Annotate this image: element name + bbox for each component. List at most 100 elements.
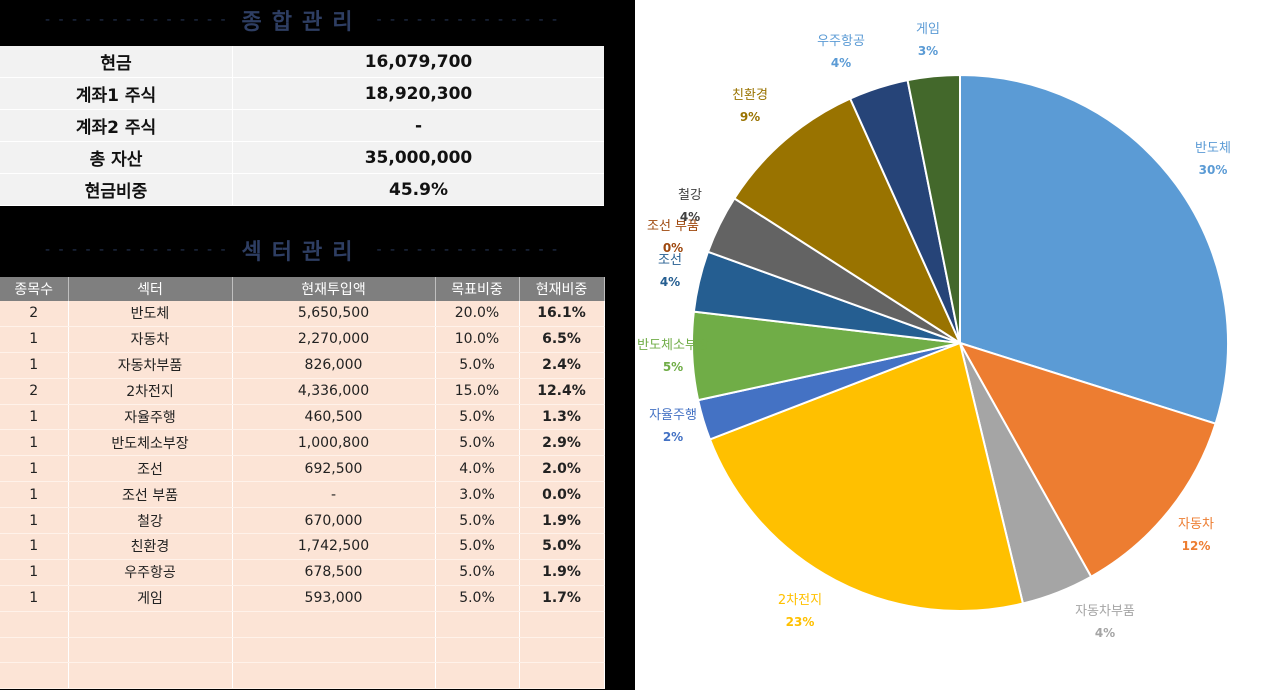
empty-cell[interactable]: [68, 637, 233, 664]
sector-name-cell[interactable]: 게임: [68, 585, 233, 612]
empty-cell[interactable]: [519, 611, 605, 638]
invested-cell[interactable]: 678,500: [232, 559, 436, 586]
sector-name-cell[interactable]: 2차전지: [68, 378, 233, 405]
invested-cell[interactable]: 1,742,500: [232, 533, 436, 560]
invested-cell[interactable]: 826,000: [232, 352, 436, 379]
current-ratio-cell[interactable]: 2.0%: [519, 455, 605, 483]
invested-cell[interactable]: 593,000: [232, 585, 436, 612]
count-cell[interactable]: 1: [0, 559, 69, 586]
summary-value[interactable]: 45.9%: [232, 173, 604, 206]
target-ratio-cell[interactable]: 5.0%: [435, 352, 520, 379]
sector-name-cell[interactable]: 자율주행: [68, 404, 233, 431]
column-header[interactable]: 목표비중: [435, 277, 520, 301]
sector-name-cell[interactable]: 반도체: [68, 301, 233, 327]
column-header[interactable]: 현재비중: [519, 277, 605, 301]
invested-cell[interactable]: -: [232, 481, 436, 509]
current-ratio-cell[interactable]: 0.0%: [519, 481, 605, 509]
slice-category-label: 친환경: [732, 88, 768, 103]
summary-label[interactable]: 현금: [0, 46, 233, 78]
target-ratio-cell[interactable]: 5.0%: [435, 559, 520, 586]
column-header[interactable]: 섹터: [68, 277, 233, 301]
summary-label[interactable]: 계좌2 주식: [0, 109, 233, 142]
count-cell[interactable]: 1: [0, 429, 69, 457]
summary-label[interactable]: 총 자산: [0, 141, 233, 174]
slice-category-label: 조선 부품: [647, 219, 699, 234]
sector-name-cell[interactable]: 반도체소부장: [68, 429, 233, 457]
invested-cell[interactable]: 4,336,000: [232, 378, 436, 405]
current-ratio-cell[interactable]: 1.9%: [519, 507, 605, 535]
sector-name-cell[interactable]: 철강: [68, 507, 233, 535]
empty-cell[interactable]: [68, 662, 233, 690]
column-header[interactable]: 종목수: [0, 277, 69, 301]
target-ratio-cell[interactable]: 3.0%: [435, 481, 520, 509]
slice-category-label: 자동차부품: [1075, 604, 1135, 619]
empty-cell[interactable]: [435, 611, 520, 638]
count-cell[interactable]: 1: [0, 507, 69, 535]
count-cell[interactable]: 1: [0, 585, 69, 612]
target-ratio-cell[interactable]: 5.0%: [435, 404, 520, 431]
count-cell[interactable]: 1: [0, 404, 69, 431]
target-ratio-cell[interactable]: 20.0%: [435, 301, 520, 327]
current-ratio-cell[interactable]: 16.1%: [519, 301, 605, 327]
empty-cell[interactable]: [0, 662, 69, 690]
sector-name-cell[interactable]: 조선 부품: [68, 481, 233, 509]
sector-name-cell[interactable]: 조선: [68, 455, 233, 483]
current-ratio-cell[interactable]: 2.4%: [519, 352, 605, 379]
empty-cell[interactable]: [0, 611, 69, 638]
empty-cell[interactable]: [232, 611, 436, 638]
empty-cell[interactable]: [68, 611, 233, 638]
current-ratio-cell[interactable]: 5.0%: [519, 533, 605, 560]
invested-cell[interactable]: 1,000,800: [232, 429, 436, 457]
current-ratio-cell[interactable]: 12.4%: [519, 378, 605, 405]
invested-cell[interactable]: 2,270,000: [232, 326, 436, 353]
target-ratio-cell[interactable]: 5.0%: [435, 429, 520, 457]
current-ratio-cell[interactable]: 1.9%: [519, 559, 605, 586]
target-ratio-cell[interactable]: 15.0%: [435, 378, 520, 405]
current-ratio-cell[interactable]: 1.3%: [519, 404, 605, 431]
count-cell[interactable]: 1: [0, 326, 69, 353]
invested-cell[interactable]: 670,000: [232, 507, 436, 535]
invested-cell[interactable]: 5,650,500: [232, 301, 436, 327]
empty-cell[interactable]: [232, 662, 436, 690]
count-cell[interactable]: 2: [0, 378, 69, 405]
count-cell[interactable]: 1: [0, 533, 69, 560]
target-ratio-cell[interactable]: 5.0%: [435, 533, 520, 560]
sector-name-cell[interactable]: 자동차부품: [68, 352, 233, 379]
empty-cell[interactable]: [519, 637, 605, 664]
target-ratio-cell[interactable]: 10.0%: [435, 326, 520, 353]
target-ratio-cell[interactable]: 5.0%: [435, 585, 520, 612]
sector-name-cell[interactable]: 자동차: [68, 326, 233, 353]
empty-cell[interactable]: [0, 637, 69, 664]
pie-slice[interactable]: [906, 73, 961, 344]
empty-cell[interactable]: [435, 662, 520, 690]
summary-value[interactable]: 18,920,300: [232, 77, 604, 110]
summary-value[interactable]: 35,000,000: [232, 141, 604, 174]
pie-slice[interactable]: [959, 73, 1230, 425]
title-dash-right: - - - - - - - - - - - - - -: [376, 12, 560, 28]
count-cell[interactable]: 1: [0, 352, 69, 379]
summary-label[interactable]: 계좌1 주식: [0, 77, 233, 110]
pie-slice[interactable]: [957, 341, 1217, 579]
column-header[interactable]: 현재투입액: [232, 277, 436, 301]
invested-cell[interactable]: 460,500: [232, 404, 436, 431]
current-ratio-cell[interactable]: 1.7%: [519, 585, 605, 612]
current-ratio-cell[interactable]: 6.5%: [519, 326, 605, 353]
empty-cell[interactable]: [435, 637, 520, 664]
summary-value[interactable]: -: [232, 109, 604, 142]
target-ratio-cell[interactable]: 5.0%: [435, 507, 520, 535]
count-cell[interactable]: 1: [0, 455, 69, 483]
empty-cell[interactable]: [519, 662, 605, 690]
summary-value[interactable]: 16,079,700: [232, 46, 604, 78]
summary-label[interactable]: 현금비중: [0, 173, 233, 206]
slice-percent-label: 12%: [1182, 539, 1211, 553]
count-cell[interactable]: 1: [0, 481, 69, 509]
target-ratio-cell[interactable]: 4.0%: [435, 455, 520, 483]
slice-percent-label: 23%: [786, 615, 815, 629]
pie-slice[interactable]: [732, 97, 963, 346]
current-ratio-cell[interactable]: 2.9%: [519, 429, 605, 457]
invested-cell[interactable]: 692,500: [232, 455, 436, 483]
empty-cell[interactable]: [232, 637, 436, 664]
count-cell[interactable]: 2: [0, 301, 69, 327]
sector-name-cell[interactable]: 친환경: [68, 533, 233, 560]
sector-name-cell[interactable]: 우주항공: [68, 559, 233, 586]
